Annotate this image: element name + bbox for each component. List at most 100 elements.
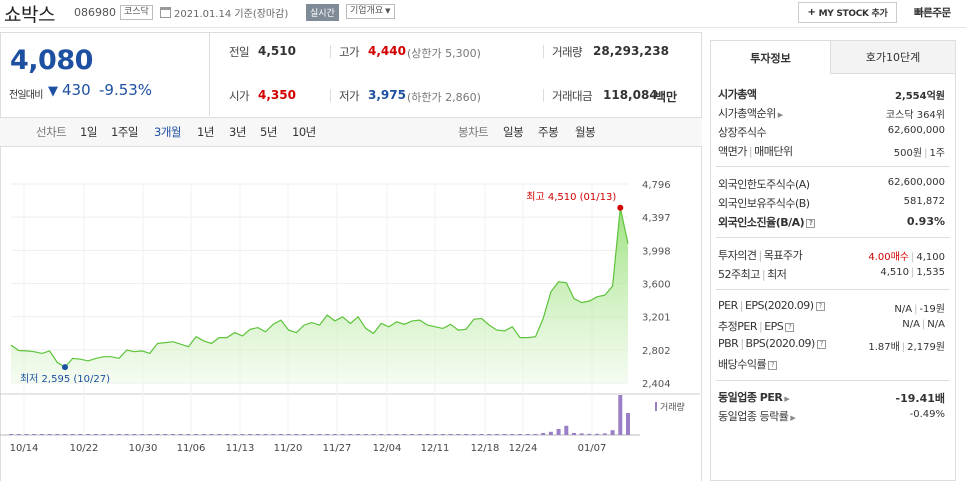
market-cap-rank-value: 코스닥 364위 <box>885 110 945 121</box>
stock-name: 쇼박스 <box>4 4 55 26</box>
foreign-limit-value: 62,600,000 <box>887 177 945 188</box>
volume-bar <box>24 434 29 435</box>
foreign-ratio-value: 0.93% <box>906 215 945 228</box>
x-tick-label: 11/13 <box>226 443 255 454</box>
period-1y[interactable]: 1년 <box>197 125 214 139</box>
period-5y[interactable]: 5년 <box>260 125 277 139</box>
shares-label: 상장주식수 <box>718 126 767 139</box>
help-icon[interactable]: ? <box>785 323 795 332</box>
tab-invest-info[interactable]: 투자정보 <box>711 41 831 74</box>
change-value: 430 <box>62 81 91 99</box>
company-overview-label: 기업개요 <box>350 6 384 16</box>
per-eps-value: N/A | -19원 <box>894 304 945 315</box>
shares-value: 62,600,000 <box>887 125 945 136</box>
period-3y[interactable]: 3년 <box>229 125 246 139</box>
volume-bar <box>386 434 391 435</box>
est-per-label: 추정PER <box>718 320 757 333</box>
company-overview-dropdown[interactable]: 기업개요 ▼ <box>346 4 395 19</box>
industry-change-link[interactable]: 동일업종 등락률 ▶ <box>718 408 796 424</box>
period-1w[interactable]: 1주일 <box>111 125 138 139</box>
volume-bar <box>62 434 67 435</box>
week52-high-label: 52주최고 <box>718 268 760 281</box>
industry-per-link[interactable]: 동일업종 PER ▶ <box>718 389 790 405</box>
realtime-button[interactable]: 실시간 <box>306 4 339 21</box>
volume-bar <box>70 434 75 435</box>
x-tick-label: 12/18 <box>471 443 500 454</box>
volume-bar <box>209 434 214 435</box>
my-stock-add-button[interactable]: + MY STOCK 추가 <box>798 2 897 23</box>
x-tick-label: 11/20 <box>274 443 303 454</box>
chart-tab-bar <box>0 117 702 147</box>
opinion-value: 4.00매수 <box>868 252 909 263</box>
candle-weekly[interactable]: 주봉 <box>538 125 559 139</box>
volume-bar <box>448 434 453 435</box>
volume-bar <box>556 429 561 435</box>
candle-monthly[interactable]: 월봉 <box>575 125 596 139</box>
est-eps-value: N/A <box>927 319 945 330</box>
line-chart-label: 선차트 <box>36 125 67 139</box>
period-3m[interactable]: 3개월 <box>154 125 181 139</box>
high-label: 고가 <box>339 45 360 59</box>
divider <box>716 237 950 238</box>
down-triangle-icon: ▼ <box>48 84 58 99</box>
week52-low-label: 최저 <box>767 268 787 281</box>
help-icon[interactable]: ? <box>816 340 826 349</box>
x-tick-label: 10/22 <box>70 443 99 454</box>
volume-bar <box>86 434 91 435</box>
period-10y[interactable]: 10년 <box>292 125 316 139</box>
week52-value: 4,510 | 1,535 <box>880 267 945 278</box>
volume-bar <box>626 413 630 435</box>
volume-bar <box>579 433 584 435</box>
period-1d[interactable]: 1일 <box>80 125 97 139</box>
plus-icon: + <box>807 7 816 18</box>
week52-high-value: 4,510 <box>880 267 909 278</box>
volume-legend-swatch <box>655 402 657 411</box>
volume-bar <box>302 434 307 435</box>
calendar-icon <box>160 7 171 18</box>
volume-bar <box>410 434 415 435</box>
help-icon[interactable]: ? <box>806 219 816 228</box>
volume-bar <box>232 434 237 435</box>
divider <box>716 380 950 381</box>
volume-bar <box>217 434 222 435</box>
help-icon[interactable]: ? <box>815 302 825 311</box>
volume-bar <box>487 434 492 435</box>
volume-bar <box>525 434 530 435</box>
trade-unit-label: 매매단위 <box>754 145 793 158</box>
par-label: 액면가 <box>718 145 747 158</box>
chevron-right-icon: ▶ <box>790 414 796 422</box>
volume-bar <box>309 434 314 435</box>
help-icon[interactable]: ? <box>768 361 778 370</box>
quick-order-link[interactable]: 빠른주문 <box>914 7 951 19</box>
market-cap-rank-link[interactable]: 시가총액순위 ▶ <box>718 105 783 121</box>
volume-bar <box>332 434 337 435</box>
volume-bar <box>116 434 121 435</box>
volume-bar <box>533 434 538 435</box>
volume-bar <box>363 434 368 435</box>
open-label: 시가 <box>229 89 250 103</box>
volume-bar <box>109 434 114 435</box>
volume-bar <box>55 434 60 435</box>
opinion-label: 투자의견 <box>718 249 757 262</box>
div-yield-label-row: 배당수익률? <box>718 356 778 372</box>
target-label: 목표주가 <box>763 249 803 262</box>
stock-code: 086980 <box>74 6 116 19</box>
volume-bar <box>101 434 106 435</box>
volume-bar <box>124 434 129 435</box>
week52-low-value: 1,535 <box>916 267 945 278</box>
volume-bar <box>271 434 276 435</box>
volume-bar <box>610 430 615 435</box>
opinion-target-label: 투자의견 | 목표주가 <box>718 249 803 262</box>
volume-bar <box>379 434 384 435</box>
volume-bar <box>186 434 191 435</box>
change-percent: -9.53% <box>99 81 153 99</box>
divider <box>716 166 950 167</box>
candle-daily[interactable]: 일봉 <box>503 125 524 139</box>
volume-bar <box>417 434 422 435</box>
volume-bar <box>595 433 600 435</box>
tab-hoga-10[interactable]: 호가10단계 <box>831 41 955 74</box>
pbr-value: 1.87배 <box>868 342 900 353</box>
volume-bar <box>93 434 98 435</box>
divider <box>716 289 950 290</box>
price-area <box>11 207 628 383</box>
